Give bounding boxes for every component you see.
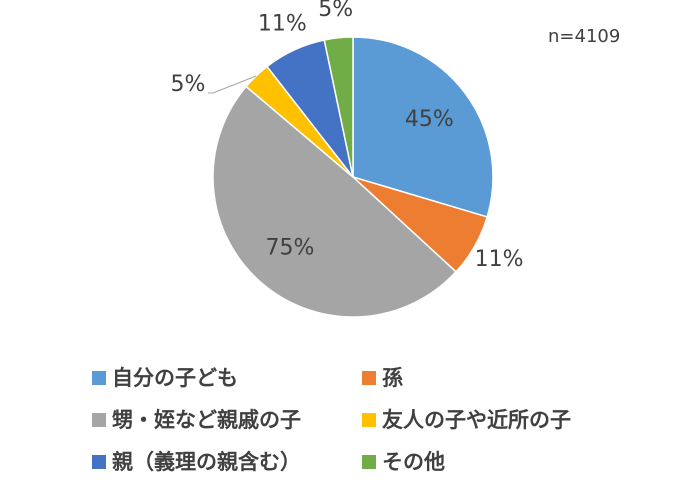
legend-label: 甥・姪など親戚の子	[112, 408, 301, 432]
data-label: 11%	[258, 12, 307, 37]
leader-line	[208, 75, 257, 94]
data-label: 5%	[318, 0, 353, 22]
legend-swatch	[92, 371, 106, 385]
annotation: n=4109	[548, 26, 620, 47]
legend-swatch	[362, 371, 376, 385]
legend-swatch	[92, 455, 106, 469]
pie-slice	[352, 36, 494, 218]
data-label: 75%	[266, 235, 315, 260]
legend-swatch	[92, 413, 106, 427]
data-label: 5%	[171, 72, 206, 97]
legend-label: 友人の子や近所の子	[382, 408, 571, 432]
legend-label: 孫	[382, 366, 403, 390]
legend-swatch	[362, 413, 376, 427]
pie-slice	[212, 85, 458, 318]
legend-label: 親（義理の親含む）	[112, 450, 301, 474]
pie-slice	[323, 36, 354, 178]
legend-swatch	[362, 455, 376, 469]
data-label: 11%	[475, 247, 524, 272]
legend-label: 自分の子ども	[112, 366, 238, 390]
data-label: 45%	[405, 107, 454, 132]
legend-label: その他	[382, 450, 445, 474]
